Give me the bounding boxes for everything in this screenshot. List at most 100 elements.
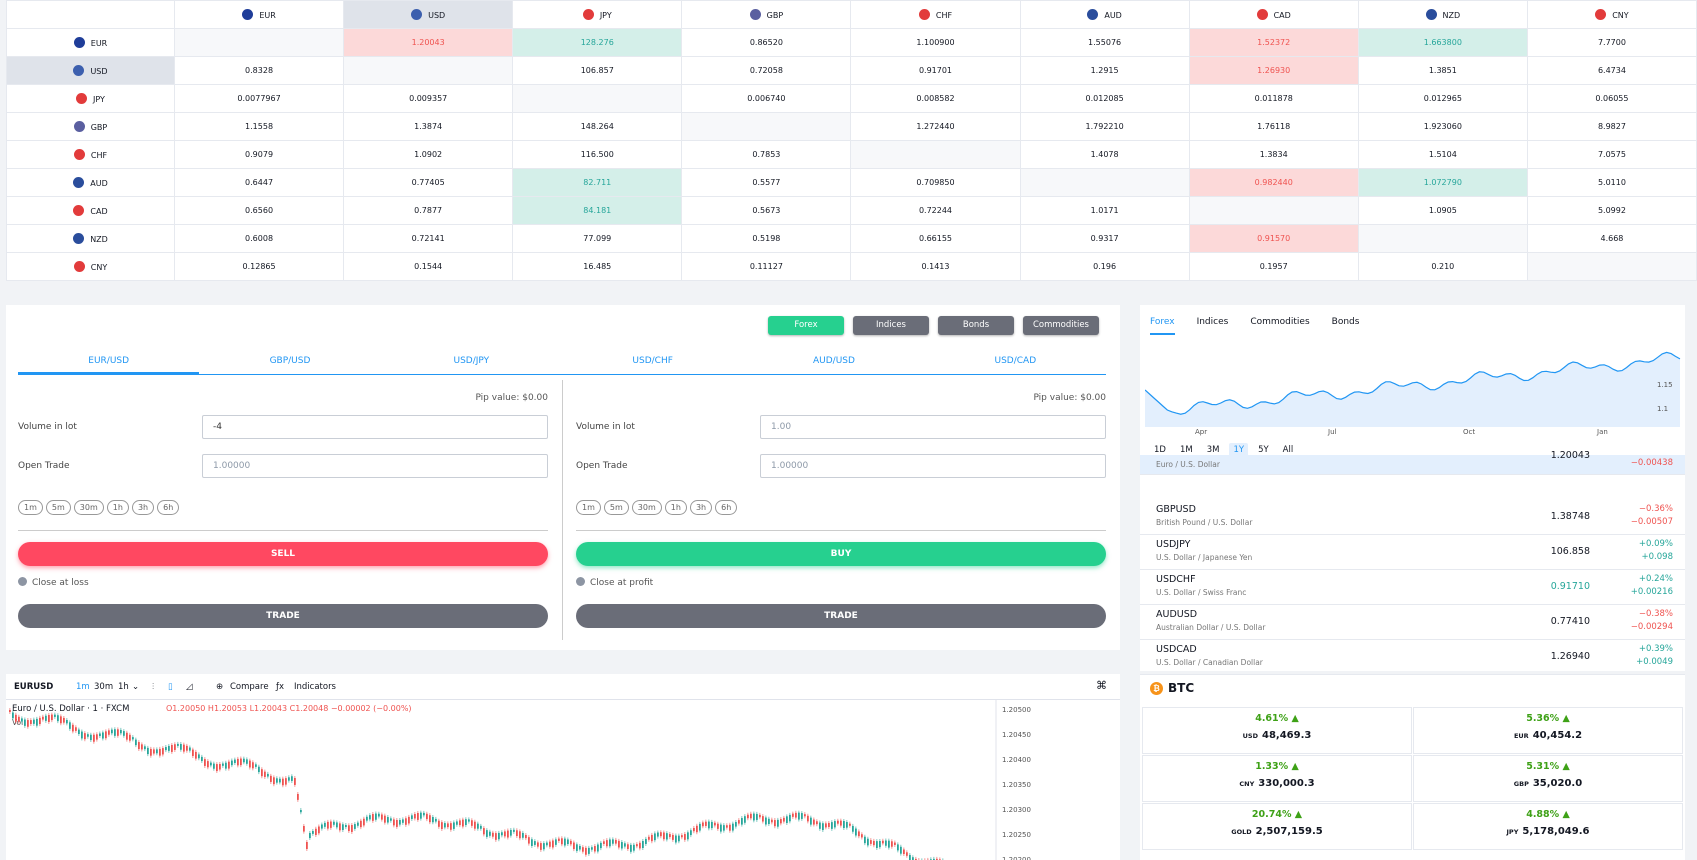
- chart-symbol[interactable]: EURUSD: [14, 682, 54, 692]
- rate-cell[interactable]: 0.6008: [173, 224, 345, 253]
- indicators-button[interactable]: Indicators: [294, 682, 336, 692]
- rate-cell[interactable]: 1.2915: [1019, 56, 1190, 85]
- tf-5m[interactable]: 5m: [603, 500, 629, 515]
- rate-cell[interactable]: 1.072790: [1357, 168, 1528, 197]
- btc-rate-cell[interactable]: 5.31% ▲ GBP 35,020.0: [1413, 755, 1683, 802]
- compare-plus-icon[interactable]: ⊕: [216, 682, 224, 692]
- tab-forex[interactable]: Forex: [1150, 317, 1175, 335]
- rate-cell[interactable]: 0.77405: [343, 168, 514, 197]
- symbol-row[interactable]: USDCHF U.S. Dollar / Swiss Franc 0.91710 +0…: [1140, 568, 1685, 605]
- rate-cell[interactable]: 0.011878: [1188, 84, 1359, 113]
- tab-commodities[interactable]: Commodities: [1250, 317, 1310, 327]
- rate-cell[interactable]: 0.9079: [173, 140, 345, 169]
- rate-cell[interactable]: 0.72244: [850, 196, 1021, 225]
- indicators-fx-icon[interactable]: ƒx: [276, 682, 285, 692]
- rate-cell[interactable]: 1.4078: [1019, 140, 1190, 169]
- rate-cell[interactable]: 0.709850: [850, 168, 1021, 197]
- rate-cell[interactable]: 106.857: [512, 56, 683, 85]
- rate-cell[interactable]: 0.1544: [343, 252, 514, 281]
- tab-eurusd[interactable]: EUR/USD: [18, 347, 200, 374]
- rate-cell[interactable]: [1526, 252, 1697, 281]
- rate-cell[interactable]: 16.485: [512, 252, 683, 281]
- rate-cell[interactable]: [850, 140, 1021, 169]
- tf-1m[interactable]: 1m: [18, 500, 43, 515]
- rate-cell[interactable]: 0.11127: [681, 252, 852, 281]
- range-1m[interactable]: 1M: [1179, 445, 1193, 455]
- range-3m[interactable]: 3M: [1206, 445, 1220, 455]
- rate-cell[interactable]: 0.982440: [1188, 168, 1359, 197]
- rate-cell[interactable]: 1.26930: [1188, 56, 1359, 85]
- rate-cell[interactable]: 148.264: [512, 112, 683, 141]
- tf-1h[interactable]: 1h: [664, 500, 687, 515]
- rate-cell[interactable]: 0.5577: [681, 168, 852, 197]
- tf-3h[interactable]: 3h: [131, 500, 155, 515]
- rate-cell[interactable]: 1.0902: [343, 140, 514, 169]
- tab-bonds[interactable]: Bonds: [1331, 317, 1360, 327]
- sell-open-trade-input[interactable]: 1.00000: [202, 454, 548, 478]
- category-indices-button[interactable]: Indices: [853, 316, 929, 335]
- rate-cell[interactable]: 1.55076: [1019, 28, 1190, 57]
- rate-cell[interactable]: 1.0905: [1357, 196, 1528, 225]
- rate-cell[interactable]: [1188, 196, 1359, 225]
- rate-cell[interactable]: 0.06055: [1526, 84, 1697, 113]
- tab-usdjpy[interactable]: USD/JPY: [453, 356, 490, 366]
- rate-cell[interactable]: 1.3834: [1188, 140, 1359, 169]
- rate-cell[interactable]: 0.72141: [343, 224, 514, 253]
- symbol-row[interactable]: USDCAD U.S. Dollar / Canadian Dollar 1.269…: [1140, 638, 1685, 675]
- rate-cell[interactable]: 0.8328: [173, 56, 345, 85]
- rate-cell[interactable]: 0.210: [1357, 252, 1528, 281]
- rate-cell[interactable]: 5.0110: [1526, 168, 1697, 197]
- category-bonds-button[interactable]: Bonds: [938, 316, 1014, 335]
- rate-cell[interactable]: 1.20043: [343, 28, 514, 57]
- rate-cell[interactable]: 0.66155: [850, 224, 1021, 253]
- tab-usdchf[interactable]: USD/CHF: [632, 356, 673, 366]
- rate-cell[interactable]: 0.7877: [343, 196, 514, 225]
- tf-6h[interactable]: 6h: [157, 500, 180, 515]
- btc-rate-cell[interactable]: 4.88% ▲ JPY 5,178,049.6: [1413, 803, 1683, 850]
- rate-cell[interactable]: 84.181: [512, 196, 683, 225]
- tf-1h[interactable]: 1h: [106, 500, 129, 515]
- rate-cell[interactable]: 0.196: [1019, 252, 1190, 281]
- rate-cell[interactable]: 4.668: [1526, 224, 1697, 253]
- rate-cell[interactable]: 0.5198: [681, 224, 852, 253]
- tab-audusd[interactable]: AUD/USD: [813, 356, 855, 366]
- tab-gbpusd[interactable]: GBP/USD: [269, 356, 311, 366]
- buy-button[interactable]: BUY: [576, 542, 1106, 566]
- rate-cell[interactable]: 0.91701: [850, 56, 1021, 85]
- interval-1h[interactable]: 1h: [118, 682, 129, 692]
- rate-cell[interactable]: 116.500: [512, 140, 683, 169]
- range-all[interactable]: All: [1282, 445, 1294, 455]
- rate-cell[interactable]: 1.0171: [1019, 196, 1190, 225]
- rate-cell[interactable]: [173, 28, 345, 57]
- bar-style-icon[interactable]: ⫶: [152, 682, 155, 692]
- tf-30m[interactable]: 30m: [631, 500, 662, 515]
- category-commodities-button[interactable]: Commodities: [1023, 316, 1099, 335]
- buy-trade-button[interactable]: TRADE: [576, 604, 1106, 628]
- symbol-row[interactable]: AUDUSD Australian Dollar / U.S. Dollar 0.7…: [1140, 603, 1685, 640]
- sell-trade-button[interactable]: TRADE: [18, 604, 548, 628]
- rate-cell[interactable]: 0.009357: [343, 84, 514, 113]
- rate-cell[interactable]: [1019, 168, 1190, 197]
- rate-cell[interactable]: 0.7853: [681, 140, 852, 169]
- rate-cell[interactable]: [1357, 224, 1528, 253]
- close-at-profit-toggle[interactable]: Close at profit: [576, 577, 653, 588]
- buy-open-trade-input[interactable]: 1.00000: [760, 454, 1106, 478]
- close-at-loss-toggle[interactable]: Close at loss: [18, 577, 89, 588]
- chevron-down-icon[interactable]: ⌄: [132, 682, 140, 692]
- rate-cell[interactable]: 0.91570: [1188, 224, 1359, 253]
- tf-30m[interactable]: 30m: [73, 500, 104, 515]
- rate-cell[interactable]: 0.5673: [681, 196, 852, 225]
- rate-cell[interactable]: 77.099: [512, 224, 683, 253]
- category-forex-button[interactable]: Forex: [768, 316, 844, 335]
- rate-cell[interactable]: [512, 84, 683, 113]
- rate-cell[interactable]: 0.0077967: [173, 84, 345, 113]
- btc-rate-cell[interactable]: 4.61% ▲ USD 48,469.3: [1142, 707, 1412, 754]
- tf-3h[interactable]: 3h: [689, 500, 713, 515]
- rate-cell[interactable]: 1.76118: [1188, 112, 1359, 141]
- rate-cell[interactable]: 6.4734: [1526, 56, 1697, 85]
- rate-cell[interactable]: 0.1957: [1188, 252, 1359, 281]
- rate-cell[interactable]: 0.86520: [681, 28, 852, 57]
- rate-cell[interactable]: 0.012965: [1357, 84, 1528, 113]
- symbol-row[interactable]: Euro / U.S. Dollar 1.20043 −0.00438: [1140, 450, 1685, 475]
- rate-cell[interactable]: 128.276: [512, 28, 683, 57]
